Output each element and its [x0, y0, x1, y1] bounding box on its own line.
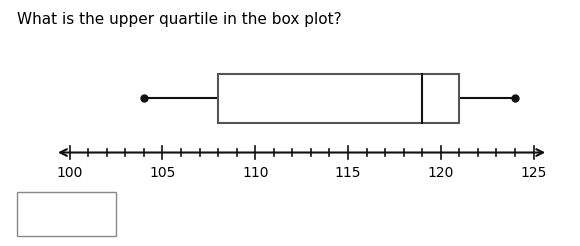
Text: 100: 100	[56, 166, 83, 180]
Text: 120: 120	[427, 166, 454, 180]
Text: 125: 125	[520, 166, 547, 180]
Text: 110: 110	[242, 166, 269, 180]
Text: 105: 105	[149, 166, 176, 180]
Text: 115: 115	[335, 166, 361, 180]
Text: What is the upper quartile in the box plot?: What is the upper quartile in the box pl…	[17, 12, 342, 27]
Bar	[17, 192, 116, 236]
Bar	[218, 74, 459, 123]
